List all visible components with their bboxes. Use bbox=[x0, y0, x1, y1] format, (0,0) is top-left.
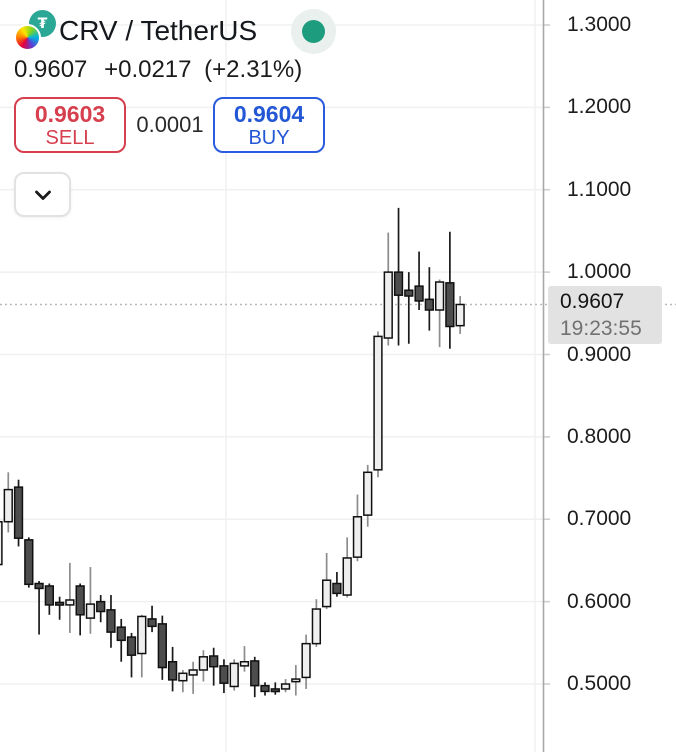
candle-down bbox=[270, 688, 280, 693]
candle-up bbox=[280, 683, 291, 690]
candle-down bbox=[393, 271, 404, 296]
candle-down bbox=[219, 665, 229, 684]
candle-down bbox=[414, 285, 424, 302]
sell-label: SELL bbox=[45, 126, 95, 149]
candle-up bbox=[363, 471, 373, 516]
buy-button[interactable]: 0.9604 BUY bbox=[213, 97, 325, 153]
chevron-down-icon bbox=[34, 190, 51, 200]
candle-down bbox=[106, 609, 116, 633]
candle-up bbox=[373, 335, 383, 471]
candle-down bbox=[126, 636, 137, 656]
candle-down bbox=[404, 289, 414, 297]
symbol-selector[interactable]: ₮ CRV / TetherUS bbox=[0, 0, 360, 54]
current-price-value: 0.9607 bbox=[560, 290, 625, 314]
candle-down bbox=[250, 660, 260, 687]
candle-up bbox=[0, 520, 3, 566]
candle-up bbox=[321, 579, 332, 608]
bar-countdown-timer: 19:23:55 bbox=[560, 317, 642, 341]
candle-down bbox=[96, 600, 106, 613]
candle-up bbox=[85, 603, 96, 619]
candle-up bbox=[342, 557, 352, 596]
sell-price: 0.9603 bbox=[34, 100, 106, 127]
symbol-title: CRV / TetherUS bbox=[59, 15, 258, 46]
candle-up bbox=[188, 669, 198, 676]
price-change-percent: (+2.31%) bbox=[204, 56, 303, 83]
pair-logo-icon: ₮ bbox=[14, 10, 56, 51]
candle-up bbox=[311, 608, 322, 645]
candle-up bbox=[383, 271, 393, 339]
candle-down bbox=[44, 585, 55, 606]
candle-down bbox=[260, 684, 270, 693]
candle-down bbox=[147, 618, 157, 628]
current-price-badge: 0.9607 19:23:55 bbox=[548, 286, 662, 345]
candle-down bbox=[24, 539, 34, 586]
candle-down bbox=[75, 585, 85, 616]
expand-toolbar-button[interactable] bbox=[14, 172, 71, 217]
buy-label: BUY bbox=[248, 126, 290, 149]
candle-up bbox=[301, 642, 311, 679]
candle-down bbox=[13, 486, 24, 539]
candle-down bbox=[54, 601, 65, 606]
candle-down bbox=[332, 582, 342, 595]
candle-down bbox=[445, 282, 455, 328]
candle-down bbox=[424, 298, 434, 311]
candle-up bbox=[229, 662, 239, 688]
candle-up bbox=[455, 303, 465, 327]
status-dot-icon bbox=[302, 20, 325, 43]
candle-up bbox=[65, 599, 75, 606]
last-price: 0.9607 bbox=[14, 56, 88, 83]
candle-up bbox=[137, 615, 147, 655]
candle-down bbox=[209, 655, 219, 668]
candle-up bbox=[239, 661, 250, 667]
candle-down bbox=[34, 582, 44, 590]
candle-down bbox=[116, 626, 126, 642]
candle-up bbox=[352, 516, 363, 558]
candle-up bbox=[198, 656, 209, 671]
candle-up bbox=[178, 672, 188, 682]
market-open-status-icon bbox=[291, 9, 336, 54]
spread-value: 0.0001 bbox=[136, 112, 204, 137]
crv-logo-icon bbox=[14, 24, 41, 51]
price-change-row: 0.9607 +0.0217 (+2.31%) bbox=[14, 56, 302, 84]
candle-up bbox=[3, 488, 13, 523]
price-change: +0.0217 bbox=[104, 56, 192, 83]
sell-button[interactable]: 0.9603 SELL bbox=[14, 97, 126, 153]
candle-down bbox=[157, 623, 167, 669]
buy-price: 0.9604 bbox=[233, 100, 305, 127]
candle-up bbox=[291, 678, 301, 683]
candle-up bbox=[434, 281, 445, 311]
candle-down bbox=[167, 661, 178, 681]
